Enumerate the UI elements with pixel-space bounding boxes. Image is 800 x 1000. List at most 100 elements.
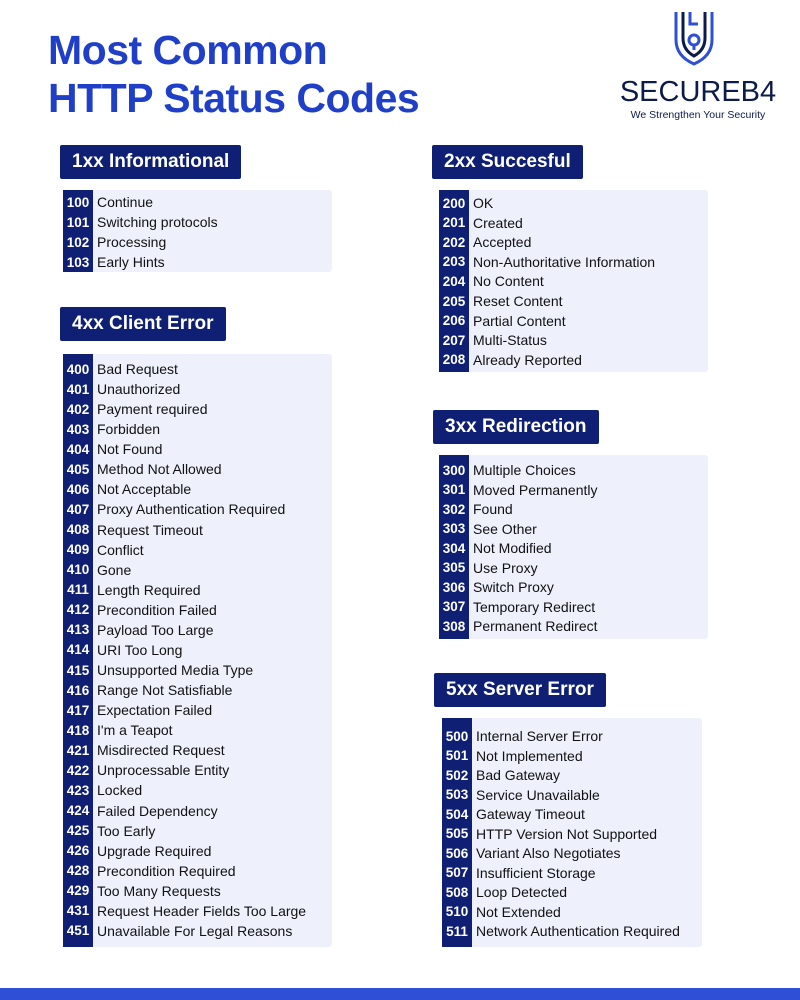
status-description: Payment required	[97, 401, 208, 418]
bottom-bar	[0, 988, 800, 1000]
status-code: 204	[442, 273, 466, 289]
status-code: 425	[66, 823, 90, 839]
status-row-413: 413 Payload Too Large	[63, 620, 214, 640]
status-description: Failed Dependency	[97, 802, 218, 819]
status-row-503: 503 Service Unavailable	[442, 785, 600, 805]
status-description: Not Modified	[473, 540, 552, 557]
status-description: Use Proxy	[473, 559, 538, 576]
status-row-505: 505 HTTP Version Not Supported	[442, 824, 657, 844]
status-row-429: 429 Too Many Requests	[63, 881, 221, 901]
status-description: Forbidden	[97, 421, 161, 438]
status-row-304: 304 Not Modified	[439, 538, 552, 558]
status-code: 428	[66, 863, 90, 879]
status-row-303: 303 See Other	[439, 519, 537, 539]
status-code: 501	[445, 748, 469, 763]
status-code: 102	[66, 234, 90, 250]
status-code: 407	[66, 501, 90, 517]
status-row-423: 423 Locked	[63, 780, 142, 800]
status-row-203: 203 Non-Authoritative Information	[439, 252, 655, 272]
status-row-308: 308 Permanent Redirect	[439, 616, 598, 636]
status-code: 103	[66, 254, 90, 270]
status-description: Processing	[97, 234, 167, 250]
status-code: 400	[66, 361, 90, 377]
status-row-200: 200 OK	[439, 193, 494, 213]
status-row-502: 502 Bad Gateway	[442, 765, 560, 785]
status-row-431: 431 Request Header Fields Too Large	[63, 901, 306, 921]
status-code: 505	[445, 826, 469, 841]
status-row-201: 201 Created	[439, 213, 523, 233]
code-list-2xx: 200 OK 201 Created 202 Accepted 203 Non-Authori…	[439, 190, 708, 372]
status-description: Unavailable For Legal Reasons	[97, 922, 293, 939]
status-row-510: 510 Not Extended	[442, 902, 561, 922]
status-code: 405	[66, 461, 90, 477]
status-description: Moved Permanently	[473, 481, 598, 498]
status-description: Permanent Redirect	[473, 618, 598, 635]
status-code: 411	[67, 582, 89, 598]
status-description: Created	[473, 214, 523, 231]
status-code: 100	[66, 194, 90, 210]
brand-name: SECUREB4	[619, 76, 777, 108]
status-row-307: 307 Temporary Redirect	[439, 597, 595, 617]
status-description: HTTP Version Not Supported	[476, 825, 658, 842]
status-code: 415	[66, 662, 90, 678]
status-row-204: 204 No Content	[439, 271, 544, 291]
status-row-402: 402 Payment required	[63, 399, 208, 419]
status-code: 451	[66, 923, 90, 939]
status-description: Insufficient Storage	[476, 864, 596, 881]
status-code: 410	[66, 562, 90, 578]
status-description: Expectation Failed	[97, 702, 213, 719]
status-row-500: 500 Internal Server Error	[442, 726, 603, 746]
status-code: 301	[442, 482, 466, 498]
status-code: 403	[66, 421, 90, 437]
status-description: Precondition Required	[97, 862, 236, 879]
status-description: Switching protocols	[97, 214, 218, 230]
code-column	[63, 354, 93, 947]
code-column	[439, 455, 469, 639]
status-description: Multi-Status	[473, 332, 547, 349]
status-row-101: 101 Switching protocols	[63, 212, 218, 232]
status-code: 413	[66, 622, 90, 638]
status-row-407: 407 Proxy Authentication Required	[63, 499, 286, 519]
status-row-301: 301 Moved Permanently	[439, 480, 598, 500]
status-row-451: 451 Unavailable For Legal Reasons	[63, 921, 293, 941]
status-description: Too Early	[97, 822, 156, 839]
status-code: 416	[66, 682, 90, 698]
status-description: No Content	[473, 273, 544, 290]
status-description: Upgrade Required	[97, 842, 212, 859]
status-code: 308	[442, 618, 466, 634]
status-row-401: 401 Unauthorized	[63, 379, 181, 399]
code-column	[439, 190, 469, 372]
section-3xx: 3xx Redirection	[433, 410, 599, 444]
status-row-424: 424 Failed Dependency	[63, 801, 218, 821]
section-1xx: 1xx Informational	[60, 145, 242, 179]
status-description: Network Authentication Required	[476, 923, 680, 939]
status-row-412: 412 Precondition Failed	[63, 600, 217, 620]
title-line-1: Most Common	[48, 27, 328, 73]
status-description: Too Many Requests	[97, 882, 221, 899]
status-row-411: 411 Length Required	[63, 580, 200, 600]
status-code: 307	[442, 599, 466, 615]
shield-lock-icon	[674, 12, 714, 66]
status-row-300: 300 Multiple Choices	[439, 460, 576, 480]
status-row-421: 421 Misdirected Request	[63, 740, 225, 760]
status-code: 511	[446, 923, 468, 939]
status-code: 203	[442, 254, 466, 270]
status-row-415: 415 Unsupported Media Type	[63, 660, 253, 680]
status-row-504: 504 Gateway Timeout	[442, 804, 585, 824]
status-row-103: 103 Early Hints	[63, 252, 165, 272]
code-list-4xx: 400 Bad Request 401 Unauthorized 402 Payment …	[63, 354, 332, 947]
section-header: 1xx Informational	[60, 145, 242, 179]
status-description: Not Extended	[476, 903, 561, 920]
status-row-425: 425 Too Early	[63, 821, 156, 841]
status-code: 200	[442, 195, 466, 211]
status-row-410: 410 Gone	[63, 560, 132, 580]
status-row-305: 305 Use Proxy	[439, 558, 538, 578]
status-description: Partial Content	[473, 312, 566, 329]
status-row-208: 208 Already Reported	[439, 350, 582, 370]
status-code: 404	[66, 441, 90, 457]
status-description: Multiple Choices	[473, 462, 576, 478]
status-row-405: 405 Method Not Allowed	[63, 459, 222, 479]
status-description: Early Hints	[97, 254, 165, 270]
status-code: 503	[445, 787, 469, 802]
status-description: Payload Too Large	[97, 621, 214, 638]
